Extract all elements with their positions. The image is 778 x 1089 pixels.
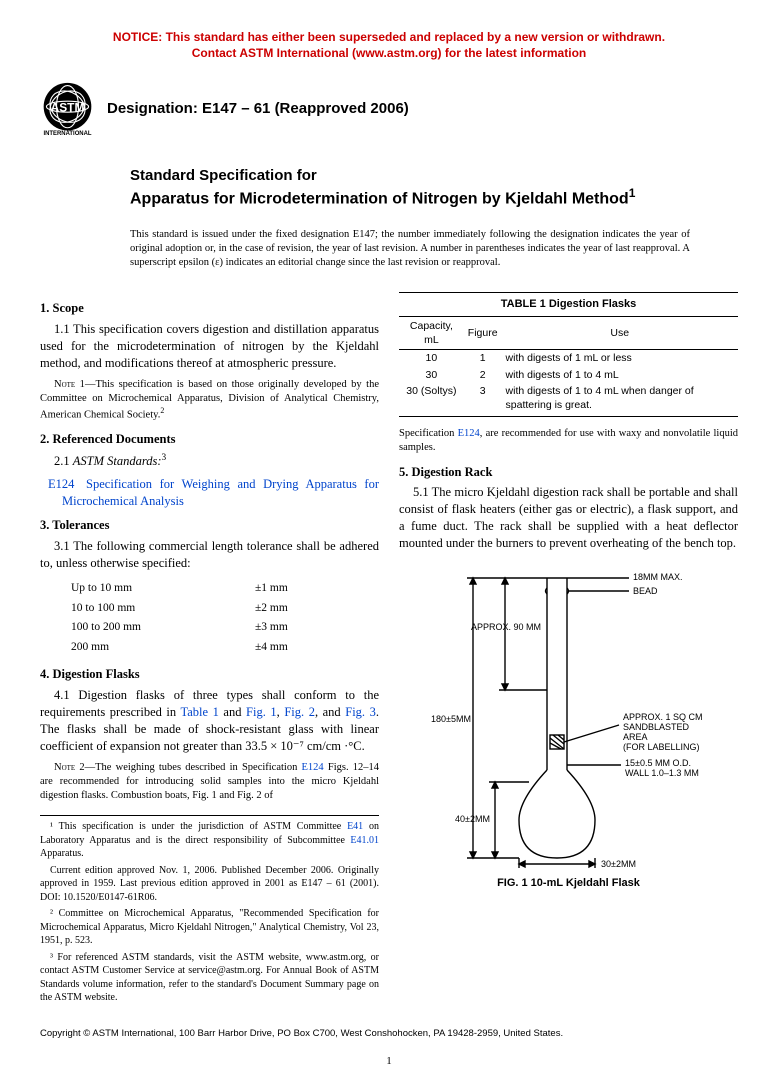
left-column: 1. Scope 1.1 This specification covers d… bbox=[40, 292, 379, 1007]
flasks-note2: Note 2—The weighing tubes described in S… bbox=[40, 761, 379, 804]
svg-text:SANDBLASTED: SANDBLASTED bbox=[623, 722, 690, 732]
astm-logo: ASTM INTERNATIONAL bbox=[40, 81, 95, 136]
col2-continuation: Specification E124, are recommended for … bbox=[399, 427, 738, 455]
svg-text:180±5MM: 180±5MM bbox=[431, 714, 471, 724]
svg-text:APPROX. 1 SQ CM: APPROX. 1 SQ CM bbox=[623, 712, 703, 722]
table1-row: 30 2 with digests of 1 to 4 mL bbox=[399, 367, 738, 383]
page-number: 1 bbox=[40, 1054, 738, 1069]
notice-line2: Contact ASTM International (www.astm.org… bbox=[192, 46, 586, 60]
footnote-1b: Current edition approved Nov. 1, 2006. P… bbox=[40, 864, 379, 905]
table1-row: 10 1 with digests of 1 mL or less bbox=[399, 350, 738, 367]
footnotes: ¹ This specification is under the jurisd… bbox=[40, 815, 379, 1005]
tolerance-table: Up to 10 mm±1 mm 10 to 100 mm±2 mm 100 t… bbox=[68, 578, 291, 658]
svg-text:18MM MAX.: 18MM MAX. bbox=[633, 572, 683, 582]
footnote-2: ² Committee on Microchemical Apparatus, … bbox=[40, 907, 379, 948]
svg-text:(FOR LABELLING): (FOR LABELLING) bbox=[623, 742, 700, 752]
svg-text:BEAD: BEAD bbox=[633, 586, 658, 596]
header: ASTM INTERNATIONAL Designation: E147 – 6… bbox=[40, 81, 738, 136]
scope-head: 1. Scope bbox=[40, 300, 379, 317]
table1-link[interactable]: Table 1 bbox=[180, 705, 218, 719]
table1-caption: TABLE 1 Digestion Flasks bbox=[399, 292, 738, 316]
footnote-3: ³ For referenced ASTM standards, visit t… bbox=[40, 951, 379, 1005]
fig2-link[interactable]: Fig. 2 bbox=[284, 705, 315, 719]
title-block: Standard Specification for Apparatus for… bbox=[130, 166, 738, 210]
tol-row: 100 to 200 mm±3 mm bbox=[70, 619, 289, 637]
svg-text:15±0.5 MM O.D.: 15±0.5 MM O.D. bbox=[625, 758, 691, 768]
designation: Designation: E147 – 61 (Reapproved 2006) bbox=[107, 99, 409, 119]
fig1-link[interactable]: Fig. 1 bbox=[246, 705, 277, 719]
svg-text:APPROX. 90 MM: APPROX. 90 MM bbox=[471, 622, 541, 632]
right-column: TABLE 1 Digestion Flasks Capacity, mL Fi… bbox=[399, 292, 738, 1007]
rack-p1: 5.1 The micro Kjeldahl digestion rack sh… bbox=[399, 484, 738, 552]
tol-row: 200 mm±4 mm bbox=[70, 639, 289, 657]
scope-p1: 1.1 This specification covers digestion … bbox=[40, 321, 379, 372]
rack-head: 5. Digestion Rack bbox=[399, 464, 738, 481]
svg-text:WALL 1.0–1.3 MM: WALL 1.0–1.3 MM bbox=[625, 768, 699, 778]
svg-text:ASTM: ASTM bbox=[51, 100, 85, 114]
footnote-1: ¹ This specification is under the jurisd… bbox=[40, 820, 379, 861]
figure-1-diagram: 18MM MAX. BEAD APPROX. 90 MM 180±5MM APP… bbox=[419, 560, 719, 870]
title-pre: Standard Specification for bbox=[130, 166, 738, 186]
svg-text:40±2MM: 40±2MM bbox=[455, 814, 490, 824]
refdocs-link: E124 Specification for Weighing and Dryi… bbox=[62, 476, 379, 510]
table1-header-row: Capacity, mL Figure Use bbox=[399, 317, 738, 350]
notice-banner: NOTICE: This standard has either been su… bbox=[40, 30, 738, 61]
tol-p1: 3.1 The following commercial length tole… bbox=[40, 538, 379, 572]
e124-link-2[interactable]: E124 bbox=[302, 762, 324, 773]
title-main: Apparatus for Microdetermination of Nitr… bbox=[130, 186, 738, 209]
svg-text:AREA: AREA bbox=[623, 732, 648, 742]
svg-text:30±2MM: 30±2MM bbox=[601, 859, 636, 869]
tol-head: 3. Tolerances bbox=[40, 517, 379, 534]
fig3-link[interactable]: Fig. 3 bbox=[345, 705, 376, 719]
copyright: Copyright © ASTM International, 100 Barr… bbox=[40, 1028, 738, 1041]
refdocs-head: 2. Referenced Documents bbox=[40, 431, 379, 448]
scope-note1: Note 1—This specification is based on th… bbox=[40, 378, 379, 423]
flasks-p1: 4.1 Digestion flasks of three types shal… bbox=[40, 687, 379, 755]
issuance-note: This standard is issued under the fixed … bbox=[130, 228, 690, 271]
e124-link[interactable]: E124 bbox=[48, 477, 74, 491]
table1-row: 30 (Soltys) 3 with digests of 1 to 4 mL … bbox=[399, 383, 738, 417]
body-columns: 1. Scope 1.1 This specification covers d… bbox=[40, 292, 738, 1007]
e41-link[interactable]: E41 bbox=[347, 821, 363, 832]
notice-line1: NOTICE: This standard has either been su… bbox=[113, 30, 665, 44]
e4101-link[interactable]: E41.01 bbox=[350, 835, 379, 846]
e124-link-3[interactable]: E124 bbox=[458, 428, 480, 439]
figure-1-caption: FIG. 1 10-mL Kjeldahl Flask bbox=[399, 876, 738, 891]
table-1: TABLE 1 Digestion Flasks Capacity, mL Fi… bbox=[399, 292, 738, 417]
tol-row: Up to 10 mm±1 mm bbox=[70, 580, 289, 598]
refdocs-p1: 2.1 ASTM Standards:3 bbox=[40, 452, 379, 470]
flasks-head: 4. Digestion Flasks bbox=[40, 666, 379, 683]
tol-row: 10 to 100 mm±2 mm bbox=[70, 600, 289, 618]
svg-text:INTERNATIONAL: INTERNATIONAL bbox=[43, 131, 91, 136]
